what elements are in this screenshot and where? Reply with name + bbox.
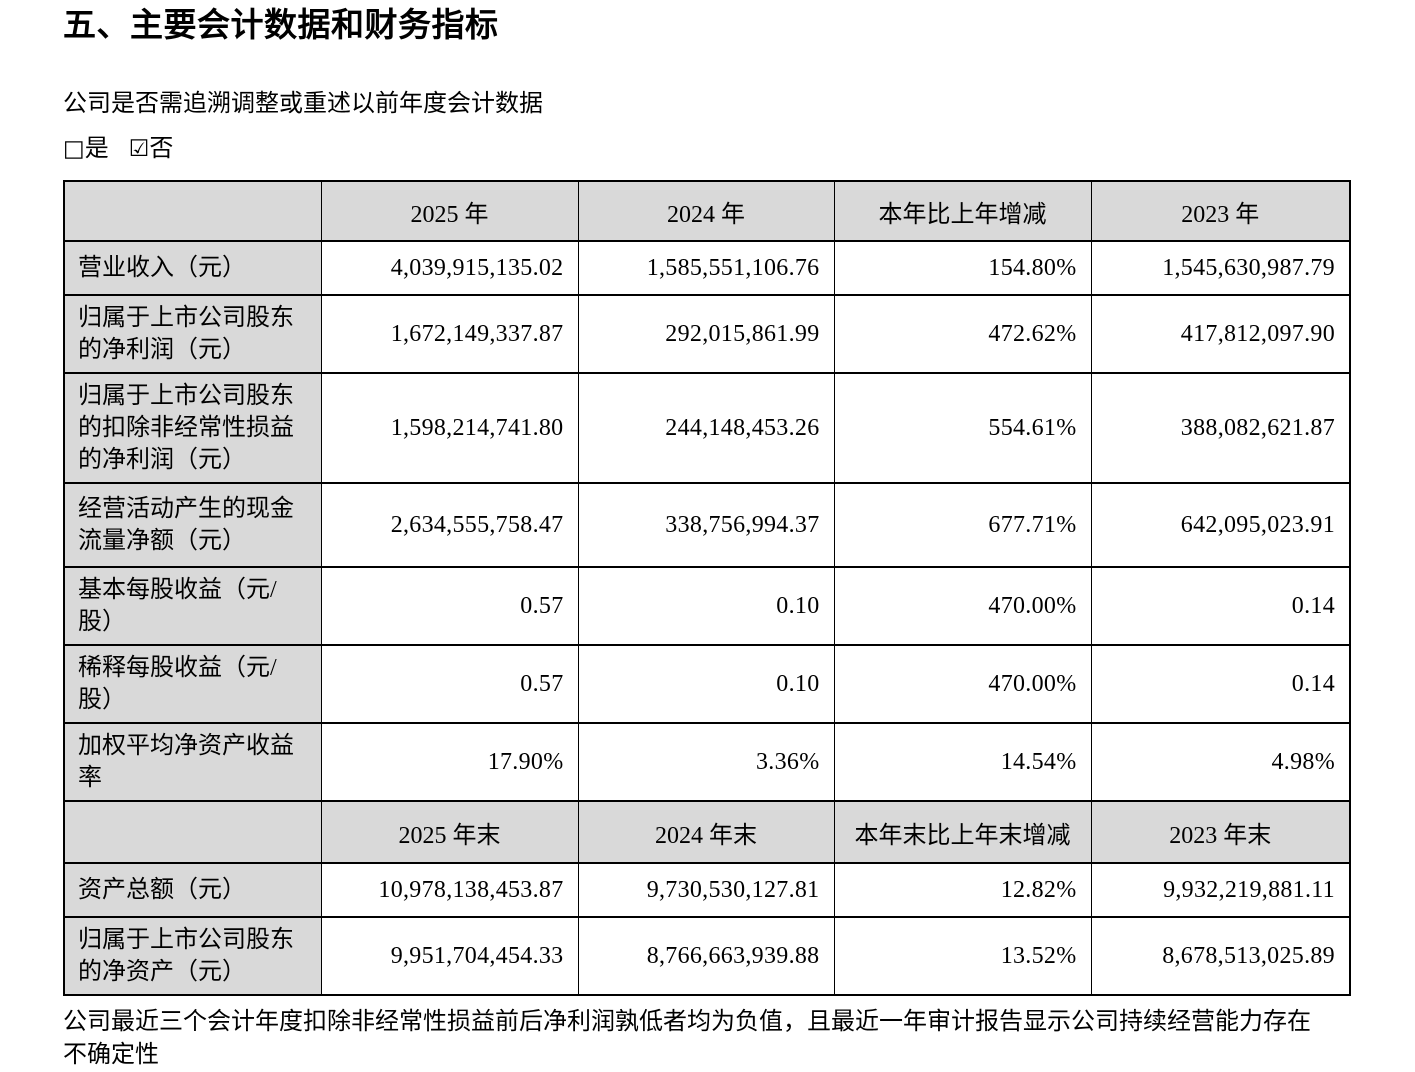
row-net-assets: 归属于上市公司股东的净资产（元） 9,951,704,454.33 8,766,… <box>63 916 1351 996</box>
value-2025-cell: 9,951,704,454.33 <box>320 916 579 996</box>
change-cell: 470.00% <box>833 566 1092 646</box>
value-2025-cell: 4,039,915,135.02 <box>320 240 579 296</box>
value-2023-cell: 1,545,630,987.79 <box>1090 240 1351 296</box>
row-net-profit-deducted: 归属于上市公司股东的扣除非经常性损益的净利润（元） 1,598,214,741.… <box>63 372 1351 484</box>
row-label-cell: 归属于上市公司股东的净资产（元） <box>63 916 322 996</box>
header-cell-blank <box>63 180 322 242</box>
value-2023-cell: 8,678,513,025.89 <box>1090 916 1351 996</box>
restatement-options: □是 ☑否 <box>63 132 1415 166</box>
header-cell-change: 本年比上年增减 <box>833 180 1092 242</box>
row-label-cell: 基本每股收益（元/股） <box>63 566 322 646</box>
value-2024-cell: 9,730,530,127.81 <box>577 862 835 918</box>
value-2023-cell: 0.14 <box>1090 644 1351 724</box>
option-yes-label: 是 <box>84 136 109 162</box>
value-2025-cell: 1,672,149,337.87 <box>320 294 579 374</box>
header-cell-2024: 2024 年 <box>577 180 835 242</box>
row-basic-eps: 基本每股收益（元/股） 0.57 0.10 470.00% 0.14 <box>63 566 1351 646</box>
option-no[interactable]: ☑否 <box>129 136 174 162</box>
change-cell: 470.00% <box>833 644 1092 724</box>
change-cell: 14.54% <box>833 722 1092 802</box>
checkbox-checked-icon[interactable]: ☑ <box>128 136 150 162</box>
option-yes[interactable]: □是 <box>63 136 109 162</box>
row-operating-cash-flow: 经营活动产生的现金流量净额（元） 2,634,555,758.47 338,75… <box>63 482 1351 568</box>
row-label-cell: 归属于上市公司股东的扣除非经常性损益的净利润（元） <box>63 372 322 484</box>
checkbox-unchecked-icon[interactable]: □ <box>63 136 85 162</box>
change-cell: 154.80% <box>833 240 1092 296</box>
value-2025-cell: 1,598,214,741.80 <box>320 372 579 484</box>
row-diluted-eps: 稀释每股收益（元/股） 0.57 0.10 470.00% 0.14 <box>63 644 1351 724</box>
header-cell-2023-end: 2023 年末 <box>1090 800 1351 864</box>
value-2024-cell: 3.36% <box>577 722 835 802</box>
header-cell-2025: 2025 年 <box>320 180 579 242</box>
period-end-header-row: 2025 年末 2024 年末 本年末比上年末增减 2023 年末 <box>63 800 1351 864</box>
value-2024-cell: 244,148,453.26 <box>577 372 835 484</box>
annual-header-row: 2025 年 2024 年 本年比上年增减 2023 年 <box>63 180 1351 242</box>
row-weighted-roe: 加权平均净资产收益率 17.90% 3.36% 14.54% 4.98% <box>63 722 1351 802</box>
value-2025-cell: 17.90% <box>320 722 579 802</box>
header-cell-end-change: 本年末比上年末增减 <box>833 800 1092 864</box>
value-2025-cell: 2,634,555,758.47 <box>320 482 579 568</box>
header-cell-2025-end: 2025 年末 <box>320 800 579 864</box>
header-cell-blank <box>63 800 322 864</box>
option-no-label: 否 <box>149 136 174 162</box>
row-label-cell: 经营活动产生的现金流量净额（元） <box>63 482 322 568</box>
row-label-cell: 归属于上市公司股东的净利润（元） <box>63 294 322 374</box>
section-title: 五、主要会计数据和财务指标 <box>63 8 499 44</box>
value-2024-cell: 0.10 <box>577 566 835 646</box>
row-label-cell: 营业收入（元） <box>63 240 322 296</box>
row-revenue: 营业收入（元） 4,039,915,135.02 1,585,551,106.7… <box>63 240 1351 296</box>
value-2023-cell: 9,932,219,881.11 <box>1090 862 1351 918</box>
row-label-cell: 稀释每股收益（元/股） <box>63 644 322 724</box>
value-2024-cell: 1,585,551,106.76 <box>577 240 835 296</box>
value-2023-cell: 642,095,023.91 <box>1090 482 1351 568</box>
header-cell-2023: 2023 年 <box>1090 180 1351 242</box>
change-cell: 677.71% <box>833 482 1092 568</box>
value-2024-cell: 338,756,994.37 <box>577 482 835 568</box>
value-2024-cell: 0.10 <box>577 644 835 724</box>
value-2023-cell: 388,082,621.87 <box>1090 372 1351 484</box>
value-2023-cell: 4.98% <box>1090 722 1351 802</box>
row-label-cell: 加权平均净资产收益率 <box>63 722 322 802</box>
financial-indicators-table: 2025 年 2024 年 本年比上年增减 2023 年 营业收入（元） 4,0… <box>63 180 1351 996</box>
value-2023-cell: 0.14 <box>1090 566 1351 646</box>
change-cell: 13.52% <box>833 916 1092 996</box>
value-2025-cell: 0.57 <box>320 644 579 724</box>
change-cell: 472.62% <box>833 294 1092 374</box>
change-cell: 12.82% <box>833 862 1092 918</box>
row-label-cell: 资产总额（元） <box>63 862 322 918</box>
restatement-question: 公司是否需追溯调整或重述以前年度会计数据 <box>63 91 543 117</box>
value-2024-cell: 8,766,663,939.88 <box>577 916 835 996</box>
change-cell: 554.61% <box>833 372 1092 484</box>
value-2023-cell: 417,812,097.90 <box>1090 294 1351 374</box>
row-total-assets: 资产总额（元） 10,978,138,453.87 9,730,530,127.… <box>63 862 1351 918</box>
value-2025-cell: 10,978,138,453.87 <box>320 862 579 918</box>
row-net-profit: 归属于上市公司股东的净利润（元） 1,672,149,337.87 292,01… <box>63 294 1351 374</box>
header-cell-2024-end: 2024 年末 <box>577 800 835 864</box>
value-2024-cell: 292,015,861.99 <box>577 294 835 374</box>
value-2025-cell: 0.57 <box>320 566 579 646</box>
footnote: 公司最近三个会计年度扣除非经常性损益前后净利润孰低者均为负值，且最近一年审计报告… <box>63 1009 1311 1068</box>
